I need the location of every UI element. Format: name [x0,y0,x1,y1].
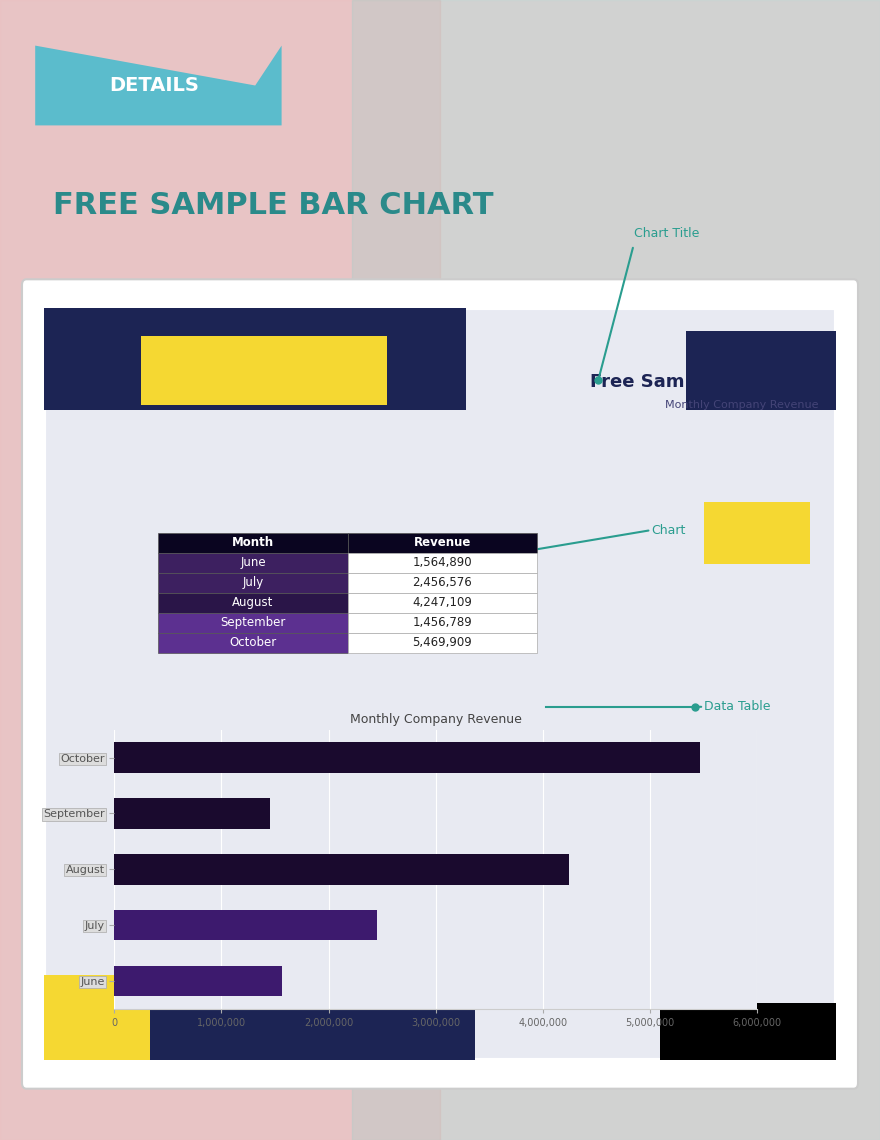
Bar [114,910,378,940]
Text: Free Sample Bar Chart: Free Sample Bar Chart [590,373,818,391]
Bar [150,1003,475,1060]
Bar [686,331,836,410]
Polygon shape [35,46,282,125]
Text: Data Table: Data Table [704,700,771,714]
Bar [114,798,270,829]
Text: Chart Title: Chart Title [634,227,699,241]
Title: Monthly Company Revenue: Monthly Company Revenue [349,712,522,726]
FancyBboxPatch shape [22,279,858,1089]
Bar [114,966,282,996]
Text: Chart: Chart [651,523,686,537]
Bar [44,975,150,1060]
Bar [114,742,700,773]
Bar [44,308,466,410]
Bar [114,854,569,885]
FancyBboxPatch shape [44,308,836,1060]
Bar [141,336,387,405]
Bar [704,502,810,564]
Bar [660,1003,836,1060]
Text: DETAILS: DETAILS [109,76,199,95]
Text: Monthly Company Revenue: Monthly Company Revenue [665,400,818,409]
Text: FREE SAMPLE BAR CHART: FREE SAMPLE BAR CHART [53,190,494,220]
